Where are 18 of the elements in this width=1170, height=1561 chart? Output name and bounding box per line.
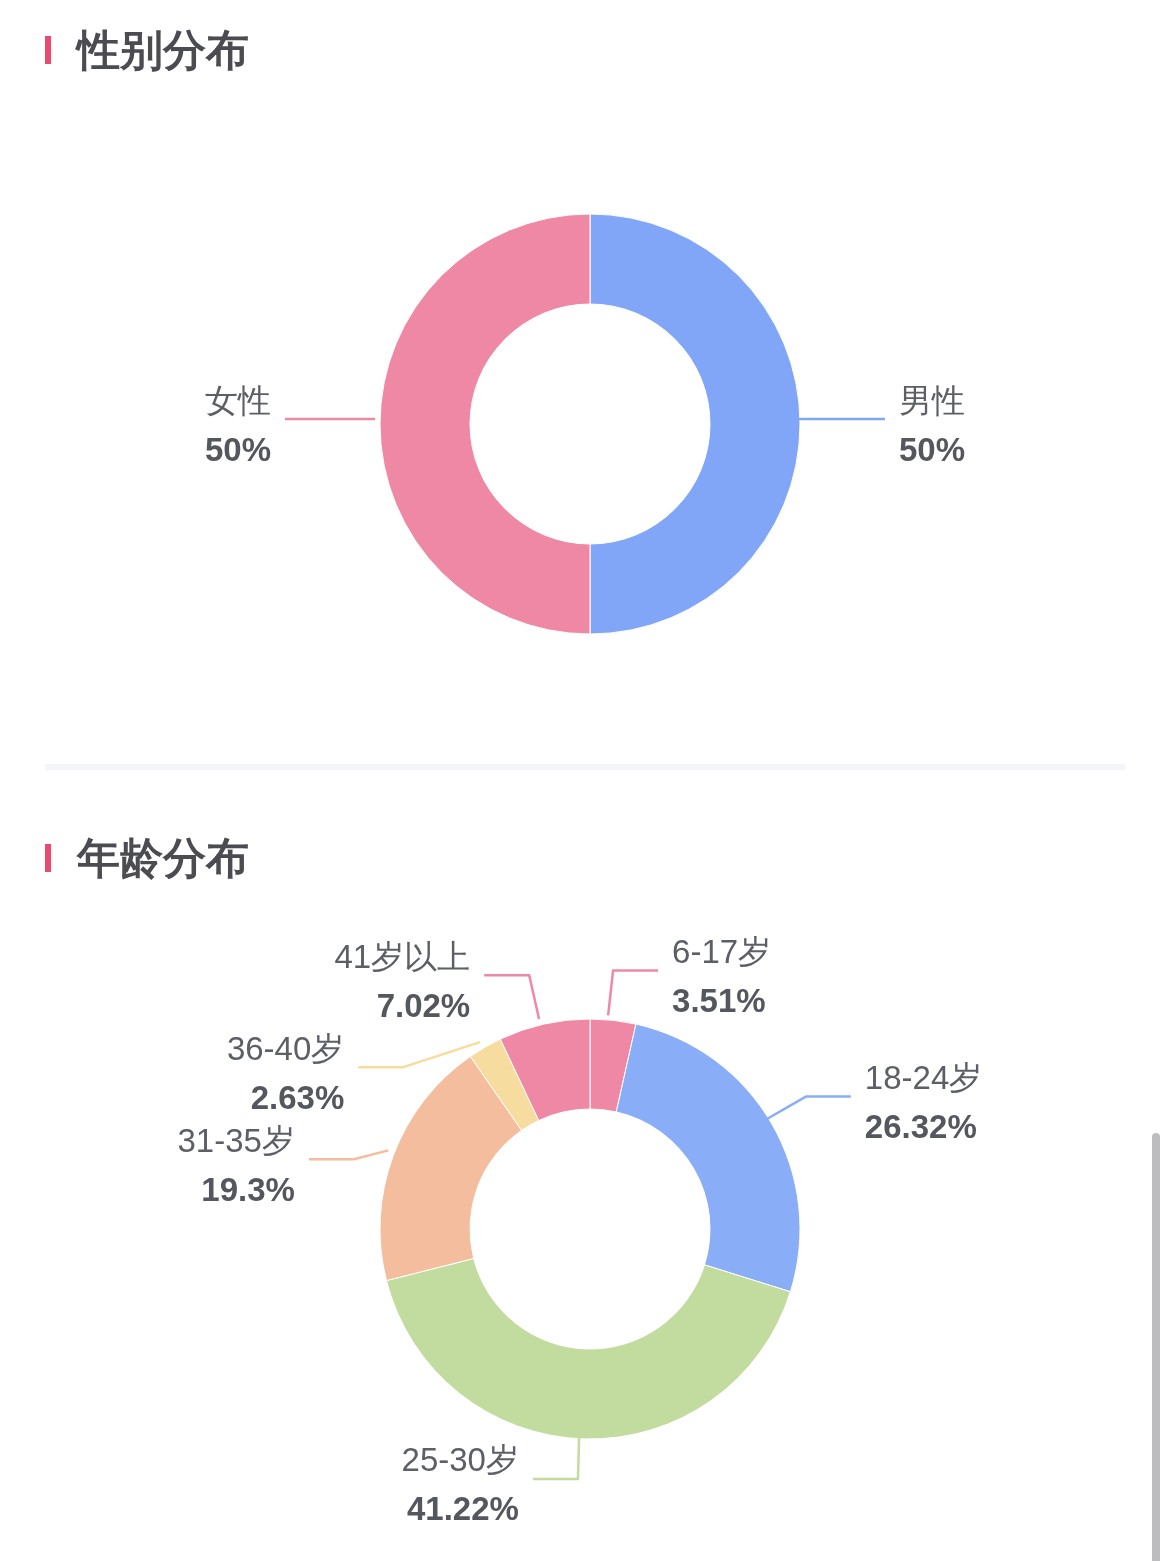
data-label: 2.63% (250, 1078, 345, 1116)
chart-title: 年龄分布 (77, 833, 249, 884)
data-label: 26.32% (864, 1108, 977, 1146)
data-label: 50% (204, 430, 271, 468)
slice-label: 女性 (205, 381, 271, 419)
slice-label: 31-35岁 (177, 1121, 295, 1159)
slice-label: 25-30岁 (401, 1441, 519, 1479)
data-label: 41.22% (407, 1490, 519, 1528)
slice-label: 6-17岁 (672, 933, 772, 971)
slice-label: 41岁以上 (334, 937, 471, 975)
data-label: 19.3% (201, 1170, 295, 1208)
data-label: 3.51% (672, 982, 766, 1020)
data-label: 7.02% (376, 986, 471, 1024)
slice-label: 18-24岁 (864, 1059, 983, 1097)
data-label: 50% (899, 430, 966, 468)
chart-title: 性别分布 (77, 25, 249, 76)
slice-label: 36-40岁 (226, 1029, 345, 1067)
slice-label: 男性 (899, 381, 965, 419)
